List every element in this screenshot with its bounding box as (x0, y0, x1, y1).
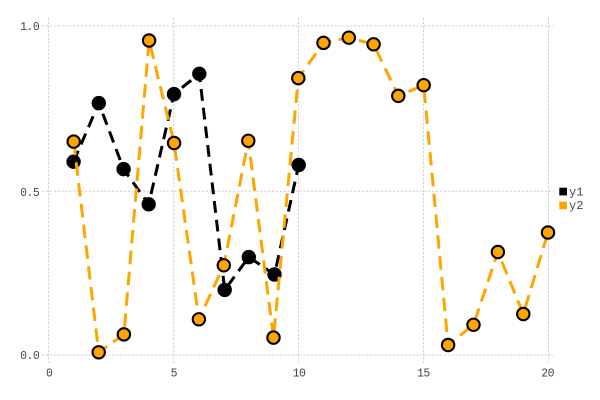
svg-text:20: 20 (541, 368, 554, 381)
svg-text:10: 10 (293, 368, 306, 381)
svg-text:15: 15 (417, 368, 430, 381)
svg-text:5: 5 (171, 368, 178, 381)
svg-text:1.0: 1.0 (20, 21, 40, 34)
svg-text:y1: y1 (569, 185, 583, 199)
svg-text:y2: y2 (569, 199, 583, 213)
svg-text:0.0: 0.0 (20, 350, 40, 363)
svg-text:0: 0 (46, 368, 53, 381)
svg-text:0.5: 0.5 (20, 187, 40, 200)
